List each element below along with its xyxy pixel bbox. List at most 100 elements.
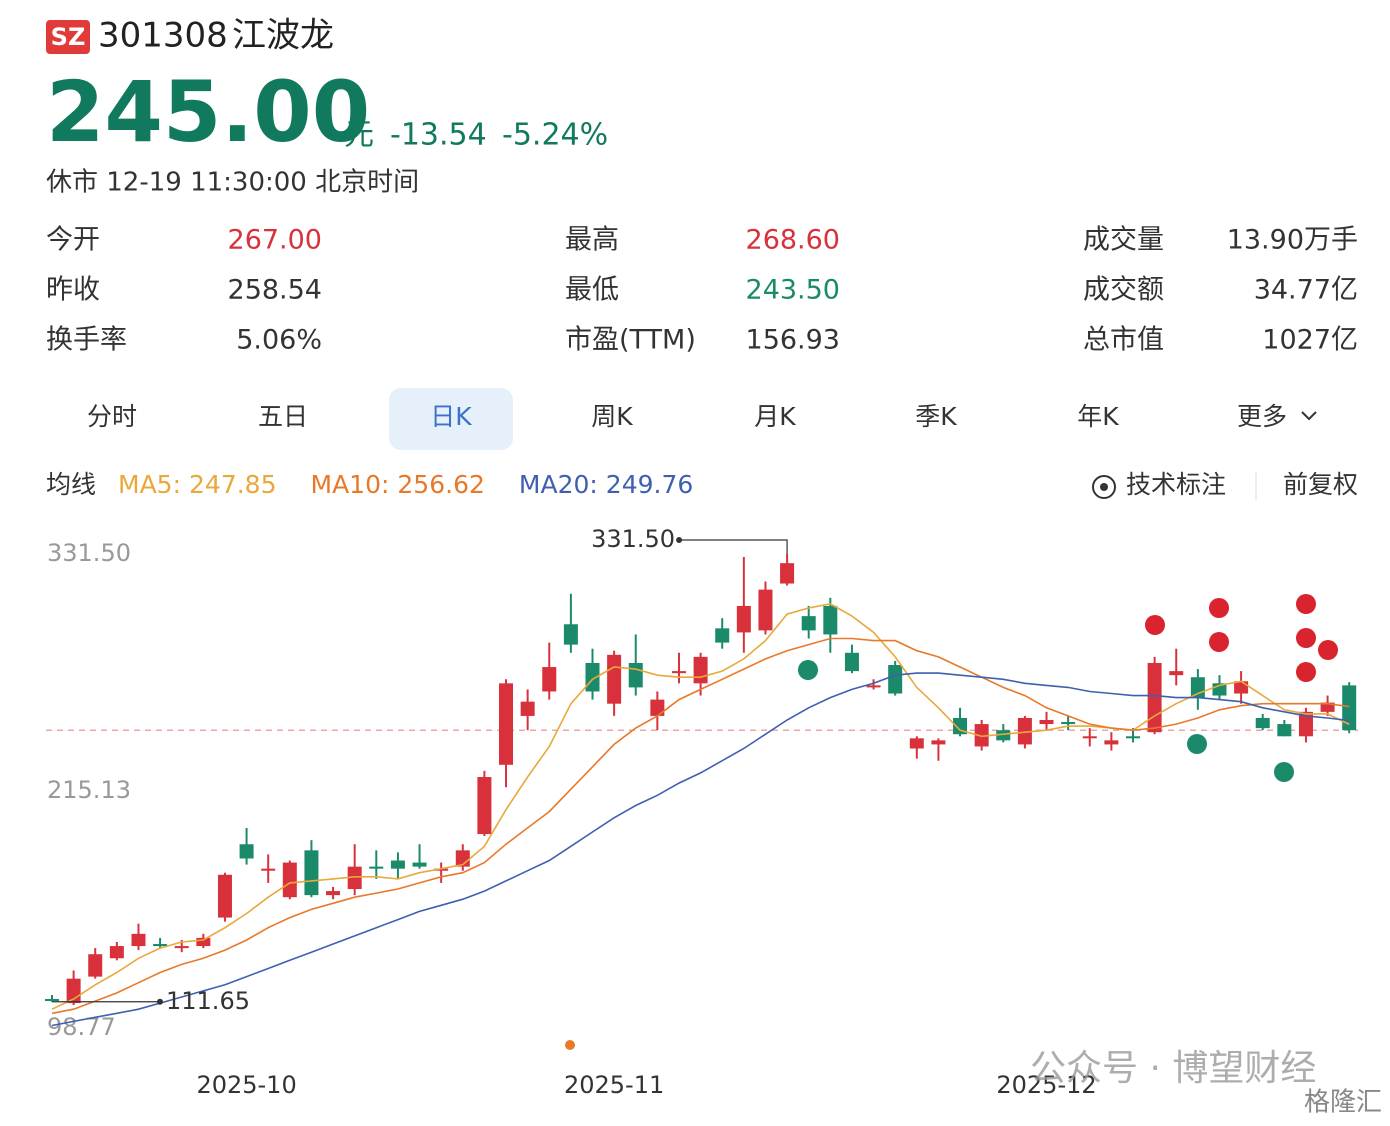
annotation-dot: [157, 998, 163, 1005]
candle-body: [931, 740, 946, 745]
tab[interactable]: 周K: [591, 402, 633, 431]
candle-body: [650, 699, 665, 716]
candle-body: [174, 946, 189, 949]
candle-body: [1104, 740, 1119, 745]
marker: [1274, 762, 1294, 782]
candle-body: [499, 683, 514, 765]
stat-value: 258.54: [228, 275, 322, 306]
tool[interactable]: 技术标注: [1126, 470, 1226, 499]
candle-body: [1342, 685, 1357, 731]
stat-label: 最低: [565, 275, 619, 306]
change: -13.54: [390, 118, 487, 153]
candle-body: [45, 999, 59, 1002]
candle-body: [909, 738, 924, 749]
candle-body: [563, 624, 578, 645]
candle-body: [1061, 722, 1076, 725]
candle-body: [1147, 662, 1162, 733]
candle-body: [801, 616, 816, 631]
candle-body: [866, 685, 881, 688]
candle-body: [628, 662, 643, 688]
ma-line: [51, 637, 1350, 1015]
candle-body: [607, 654, 622, 704]
stat-label: 换手率: [46, 325, 127, 356]
candle-body: [953, 717, 968, 735]
tab[interactable]: 更多: [1237, 402, 1287, 431]
candle-body: [369, 866, 384, 869]
candle-body: [326, 891, 341, 896]
candle-body: [412, 862, 427, 867]
stat-value: 156.93: [746, 325, 840, 356]
candle-body: [239, 844, 254, 859]
signal-markers: [565, 594, 1338, 1050]
ma-name: MA10:: [311, 470, 390, 499]
stat-value: 13.90万手: [1227, 225, 1358, 256]
tab[interactable]: 月K: [754, 402, 796, 431]
candle-body: [88, 954, 103, 977]
unit: 元: [344, 118, 374, 153]
candle-body: [758, 589, 773, 631]
ma-legend: MA5: 247.85 MA10: 256.62 MA20: 249.76: [118, 470, 693, 499]
annotation-dot: [676, 537, 683, 543]
x-tick-label: 2025-12: [996, 1071, 1096, 1099]
marker: [1209, 632, 1229, 652]
eye-icon: [1100, 483, 1108, 491]
candle-body: [542, 667, 557, 692]
marker: [1187, 734, 1207, 754]
candle-body: [844, 652, 859, 672]
marker: [1296, 594, 1316, 614]
max-label: 331.50: [591, 525, 675, 553]
tab[interactable]: 日K: [430, 402, 472, 431]
stock-code: 301308: [98, 16, 228, 56]
marker: [565, 1040, 575, 1050]
candle-body: [715, 628, 730, 643]
ma-name: MA5:: [118, 470, 181, 499]
candle-body: [888, 664, 903, 694]
y-tick-label: 98.77: [47, 1013, 116, 1041]
x-tick-label: 2025-10: [196, 1071, 296, 1099]
tab[interactable]: 季K: [915, 402, 957, 431]
candle-body: [780, 563, 795, 584]
stat-label: 今开: [46, 225, 100, 256]
candle-body: [1169, 671, 1184, 676]
candle-body: [1277, 724, 1292, 737]
stat-value: 5.06%: [236, 325, 322, 356]
marker: [1296, 628, 1316, 648]
ma-label: 均线: [46, 470, 96, 499]
candle-body: [1320, 702, 1335, 712]
candle-body: [1190, 677, 1205, 698]
tab[interactable]: 分时: [87, 402, 137, 431]
ma-line: [51, 672, 1350, 1027]
tab[interactable]: 年K: [1077, 402, 1119, 431]
marker: [1209, 598, 1229, 618]
marker: [798, 660, 818, 680]
marker: [1296, 662, 1316, 682]
candle-body: [1039, 719, 1054, 725]
exchange: SZ: [51, 23, 86, 51]
candle-body: [1126, 736, 1140, 739]
annotation-line: [679, 539, 788, 554]
status: 休市 12-19 11:30:00 北京时间: [46, 168, 419, 198]
stat-value: 34.77亿: [1254, 275, 1358, 306]
candle-body: [996, 730, 1011, 741]
stat-label: 昨收: [46, 275, 100, 306]
candle-body: [131, 933, 146, 947]
ma-name: MA20:: [519, 470, 598, 499]
stat-label: 总市值: [1083, 325, 1164, 356]
ma-value: 247.85: [189, 470, 276, 499]
tab[interactable]: 五日: [258, 402, 308, 431]
candle-body: [1082, 736, 1097, 739]
stat-value: 243.50: [746, 275, 840, 306]
candle-body: [520, 701, 535, 716]
stat-value: 267.00: [228, 225, 322, 256]
stat-label: 成交额: [1083, 275, 1164, 306]
candle-body: [671, 671, 686, 674]
candle-body: [1234, 681, 1249, 694]
candle-body: [823, 605, 838, 635]
plot: 331.50 215.13 98.77 2025-10 2025-11 2025-12 33…: [45, 525, 1358, 1099]
candle-body: [477, 777, 492, 835]
tool[interactable]: 前复权: [1283, 470, 1358, 499]
